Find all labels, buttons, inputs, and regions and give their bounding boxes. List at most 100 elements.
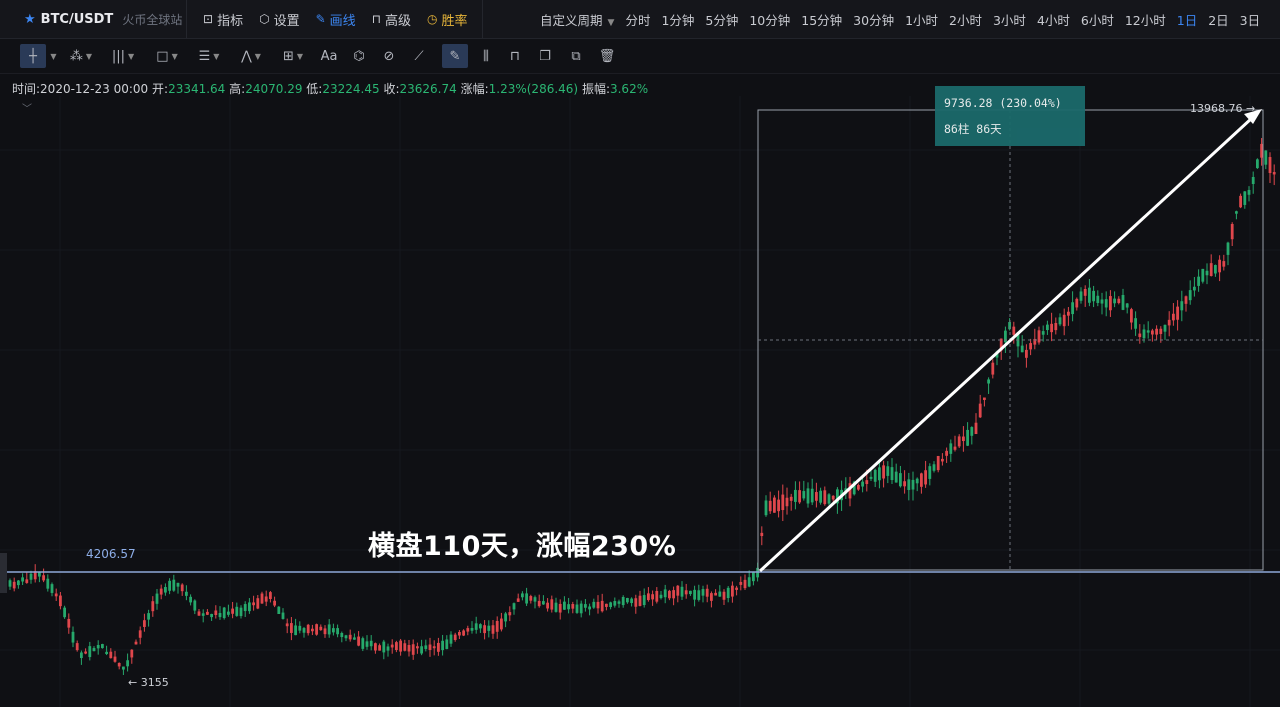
period-6h[interactable]: 6小时: [1080, 12, 1114, 28]
crosshair-dropdown[interactable]: ▼: [46, 44, 58, 68]
candle-body: [357, 636, 360, 646]
candle-body: [197, 611, 201, 616]
period-12h[interactable]: 12小时: [1124, 12, 1166, 28]
period-30min[interactable]: 30分钟: [853, 12, 895, 28]
candle-body: [1016, 332, 1020, 347]
period-4h[interactable]: 4小时: [1036, 12, 1070, 28]
period-15min[interactable]: 15分钟: [801, 12, 843, 28]
candle-body: [1193, 286, 1196, 291]
candle-body: [117, 662, 121, 667]
candle-body: [999, 338, 1003, 351]
indicator-button[interactable]: ⊡ 指标: [203, 12, 244, 29]
winrate-button[interactable]: ◷ 胜率: [427, 12, 468, 29]
star-icon[interactable]: ★: [24, 11, 36, 27]
ruler-icon: ⟋: [414, 48, 424, 64]
period-2h[interactable]: 2小时: [949, 12, 982, 28]
candle-body: [600, 600, 604, 612]
candle-body: [957, 436, 961, 447]
candle-body: [189, 596, 192, 603]
candle-body: [924, 470, 927, 485]
candle-body: [554, 602, 558, 612]
trash-icon: 🗑: [598, 48, 616, 64]
period-10min[interactable]: 10分钟: [749, 12, 791, 28]
candle-body: [672, 590, 675, 599]
caret-down-icon: ▼: [85, 51, 93, 61]
candle-body: [1008, 322, 1011, 330]
image-icon: ⧉: [571, 48, 581, 64]
draw-button[interactable]: ✎ 画线: [315, 12, 356, 29]
candle-body: [668, 590, 671, 599]
candle-body: [1251, 176, 1255, 184]
period-5min[interactable]: 5分钟: [705, 12, 739, 28]
amplitude-value: 3.62%: [609, 82, 649, 96]
annotation-text: 横盘110天，涨幅230%: [368, 531, 677, 562]
period-1d[interactable]: 1日: [1176, 12, 1198, 28]
magnet-tool[interactable]: ⌬: [348, 44, 370, 68]
period-2d[interactable]: 2日: [1208, 12, 1229, 28]
period-3d[interactable]: 3日: [1239, 12, 1261, 28]
shape-tool[interactable]: □ ▼: [150, 44, 184, 68]
candle-body: [491, 625, 495, 634]
text-icon: Aa: [320, 48, 338, 64]
candle-body: [789, 496, 793, 501]
candle-body: [689, 590, 692, 595]
candle-body: [1079, 291, 1083, 301]
crosshair-tool[interactable]: ┼: [20, 44, 46, 68]
fib-tool[interactable]: ☰ ▼: [192, 44, 226, 68]
candle-body: [344, 635, 348, 639]
candle-body: [1088, 287, 1091, 303]
continuous-draw-tool[interactable]: ✎: [442, 44, 468, 68]
candle-body: [978, 403, 982, 418]
screenshot-tool[interactable]: ⧉: [564, 44, 588, 68]
lock-tool[interactable]: ⊓: [504, 44, 526, 68]
candle-body: [168, 580, 171, 591]
candle-body: [693, 589, 696, 600]
candle-body: [218, 613, 222, 618]
candle-body: [823, 490, 827, 505]
candle-body: [630, 598, 633, 604]
period-timeline[interactable]: 分时: [625, 12, 651, 28]
text-tool[interactable]: Aa: [318, 44, 340, 68]
candle-body: [332, 628, 335, 633]
candle-body: [248, 602, 251, 612]
candle-body: [54, 593, 58, 597]
candle-body: [983, 397, 986, 400]
candle-body: [626, 597, 629, 603]
candle-body: [764, 500, 768, 516]
candle-body: [516, 598, 520, 602]
advanced-button[interactable]: ⊓ 高级: [371, 12, 412, 29]
channel-tool[interactable]: ||| ▼: [106, 44, 140, 68]
pattern-tool[interactable]: ⋀ ▼: [234, 44, 268, 68]
line-tool[interactable]: ⁂ ▼: [64, 44, 98, 68]
left-resize-handle[interactable]: [0, 553, 7, 593]
settings-button[interactable]: ⬡ 设置: [259, 12, 300, 29]
candle-body: [642, 595, 646, 606]
low-price-label: ← 3155: [128, 676, 169, 689]
candle-body: [525, 593, 528, 604]
collapse-chevron-icon[interactable]: ﹀: [22, 104, 32, 115]
candle-body: [67, 618, 71, 628]
candles-tool[interactable]: ⫼: [474, 44, 498, 68]
candle-body: [605, 603, 608, 607]
candle-body: [1272, 172, 1276, 175]
candle-body: [126, 660, 129, 667]
magnet-icon: ⌬: [353, 48, 365, 64]
candle-body: [1222, 261, 1226, 267]
candle-body: [743, 579, 747, 589]
candle-body: [1100, 299, 1104, 304]
period-3h[interactable]: 3小时: [992, 12, 1026, 28]
custom-period-dropdown[interactable]: 自定义周期 ▼: [540, 12, 615, 28]
delete-tool[interactable]: 🗑: [596, 44, 618, 68]
symbol-selector[interactable]: ★ BTC/USDT 火币全球站: [0, 11, 186, 28]
candle-body: [96, 644, 100, 649]
copy-tool[interactable]: ❐: [534, 44, 556, 68]
period-1min[interactable]: 1分钟: [661, 12, 695, 28]
candle-body: [878, 467, 881, 481]
candle-body: [710, 593, 713, 601]
ruler-tool[interactable]: ⟋: [408, 44, 430, 68]
candle-body: [75, 643, 79, 651]
link-tool[interactable]: ⊘: [378, 44, 400, 68]
period-1h[interactable]: 1小时: [905, 12, 939, 28]
measure-tool[interactable]: ⊞ ▼: [276, 44, 310, 68]
